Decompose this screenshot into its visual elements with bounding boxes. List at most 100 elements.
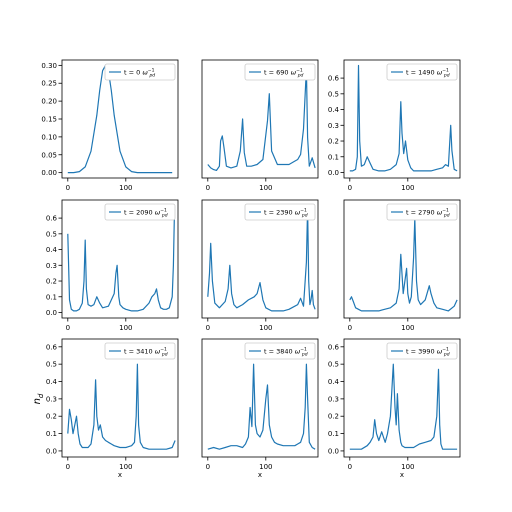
x-tick-label: 0 [66,184,70,192]
series-line [349,363,458,450]
y-tick-label: 0.6 [46,215,58,223]
y-tick-label: 0.2 [328,413,339,421]
y-tick-label: 0.15 [41,116,57,124]
x-tick-label: 100 [119,324,132,332]
axes-frame [61,199,179,319]
y-tick-label: 0.6 [328,343,340,351]
y-tick-label: 0.5 [46,230,57,238]
y-tick-label: 0.5 [46,361,57,369]
x-tick-label: 100 [259,463,272,471]
subplot-9: 0 100 0.0 0.1 0.2 0.3 0.4 0.5 0.6 x t = 3990 ω−1 pd [328,338,461,479]
legend-box [104,203,176,221]
legend-label: t = 3990 ω−1 pd [406,347,450,358]
y-tick-label: 0.00 [41,169,57,177]
y-tick-label: 0.30 [41,62,57,70]
subplot-1: 0 100 0.00 0.05 0.10 0.15 0.20 0.25 0.30 t = 0 ω−… [41,59,179,192]
axes-frame [201,338,319,458]
x-tick-label: 100 [401,324,414,332]
legend-label: t = 2790 ω−1 pd [406,208,450,219]
legend-label: t = 2390 ω−1 pd [264,208,308,219]
y-tick-label: 0.6 [328,75,340,83]
y-tick-label: 0.2 [46,278,57,286]
y-tick-label: 0.0 [46,309,57,317]
y-tick-label: 0.4 [328,106,340,114]
axes-frame [343,59,461,179]
subplot-5: 0 100 t = 2390 ω−1 pd [201,199,319,332]
y-tick-label: 0.5 [328,90,339,98]
y-tick-label: 0.3 [328,122,339,130]
x-tick-label: 0 [348,324,352,332]
legend-label: t = 690 ω−1 pd [264,68,304,79]
x-tick-label: 0 [206,184,210,192]
y-tick-label: 0.0 [328,447,339,455]
y-tick-label: 0.1 [328,430,339,438]
x-tick-label: 100 [401,463,414,471]
x-tick-label: 0 [206,324,210,332]
legend-box [244,342,316,360]
legend-box [386,342,458,360]
y-tick-label: 0.4 [46,246,58,254]
y-tick-label: 0.1 [328,153,339,161]
series-line [207,363,316,450]
y-tick-label: 0.2 [328,138,339,146]
legend-label: t = 3410 ω−1 pd [124,347,168,358]
x-tick-label: 100 [259,324,272,332]
legend-box [104,342,176,360]
legend-label: t = 3840 ω−1 pd [264,347,308,358]
axes-frame [61,338,179,458]
subplot-3: 0 100 0.0 0.1 0.2 0.3 0.4 0.5 0.6 t = 1490 ω−1 pd [328,59,461,192]
y-tick-label: 0.3 [328,395,339,403]
series-line [349,64,458,172]
axes-frame [201,59,319,179]
figure-y-axis-label: nd [32,393,45,404]
series-line [67,208,176,312]
y-tick-label: 0.0 [328,169,339,177]
y-tick-label: 0.20 [41,98,57,106]
x-tick-label: 0 [206,463,210,471]
y-tick-label: 0.1 [46,430,57,438]
legend-box [244,63,316,81]
x-tick-label: 100 [119,463,132,471]
x-tick-label: 100 [119,184,132,192]
x-tick-label: 100 [259,184,272,192]
series-line [207,67,316,171]
legend-label: t = 1490 ω−1 pd [406,68,450,79]
legend-box [104,63,176,81]
axes-frame [343,199,461,319]
y-tick-label: 0.25 [41,80,57,88]
subplot-6: 0 100 t = 2790 ω−1 pd [343,199,461,332]
x-tick-label: 100 [401,184,414,192]
y-tick-label: 0.1 [46,293,57,301]
y-tick-label: 0.10 [41,133,57,141]
subplot-7: 0 100 0.0 0.1 0.2 0.3 0.4 0.5 0.6 x t = 3410 ω−1 pd [46,338,179,479]
x-axis-label: x [118,471,122,479]
subplot-2: 0 100 t = 690 ω−1 pd [201,59,319,192]
y-tick-label: 0.5 [328,361,339,369]
y-tick-label: 0.3 [46,262,57,270]
legend-label: t = 0 ω−1 pd [124,68,155,79]
series-line [349,217,458,312]
series-line [207,206,316,312]
y-tick-label: 0.6 [46,343,58,351]
y-tick-label: 0.05 [41,151,57,159]
legend-box [386,63,458,81]
legend-box [244,203,316,221]
axes-frame [201,199,319,319]
y-tick-label: 0.3 [46,395,57,403]
y-tick-label: 0.4 [328,378,340,386]
x-axis-label: x [400,471,404,479]
series-line [67,64,173,174]
x-tick-label: 0 [66,463,70,471]
x-axis-label: x [258,471,262,479]
y-tick-label: 0.4 [46,378,58,386]
subplot-4: 0 100 0.0 0.1 0.2 0.3 0.4 0.5 0.6 t = 2090 ω−1 pd [46,199,179,332]
x-tick-label: 0 [66,324,70,332]
legend-label: t = 2090 ω−1 pd [124,208,168,219]
y-tick-label: 0.0 [46,447,57,455]
x-tick-label: 0 [348,184,352,192]
series-line [67,363,176,450]
legend-box [386,203,458,221]
y-tick-label: 0.2 [46,413,57,421]
